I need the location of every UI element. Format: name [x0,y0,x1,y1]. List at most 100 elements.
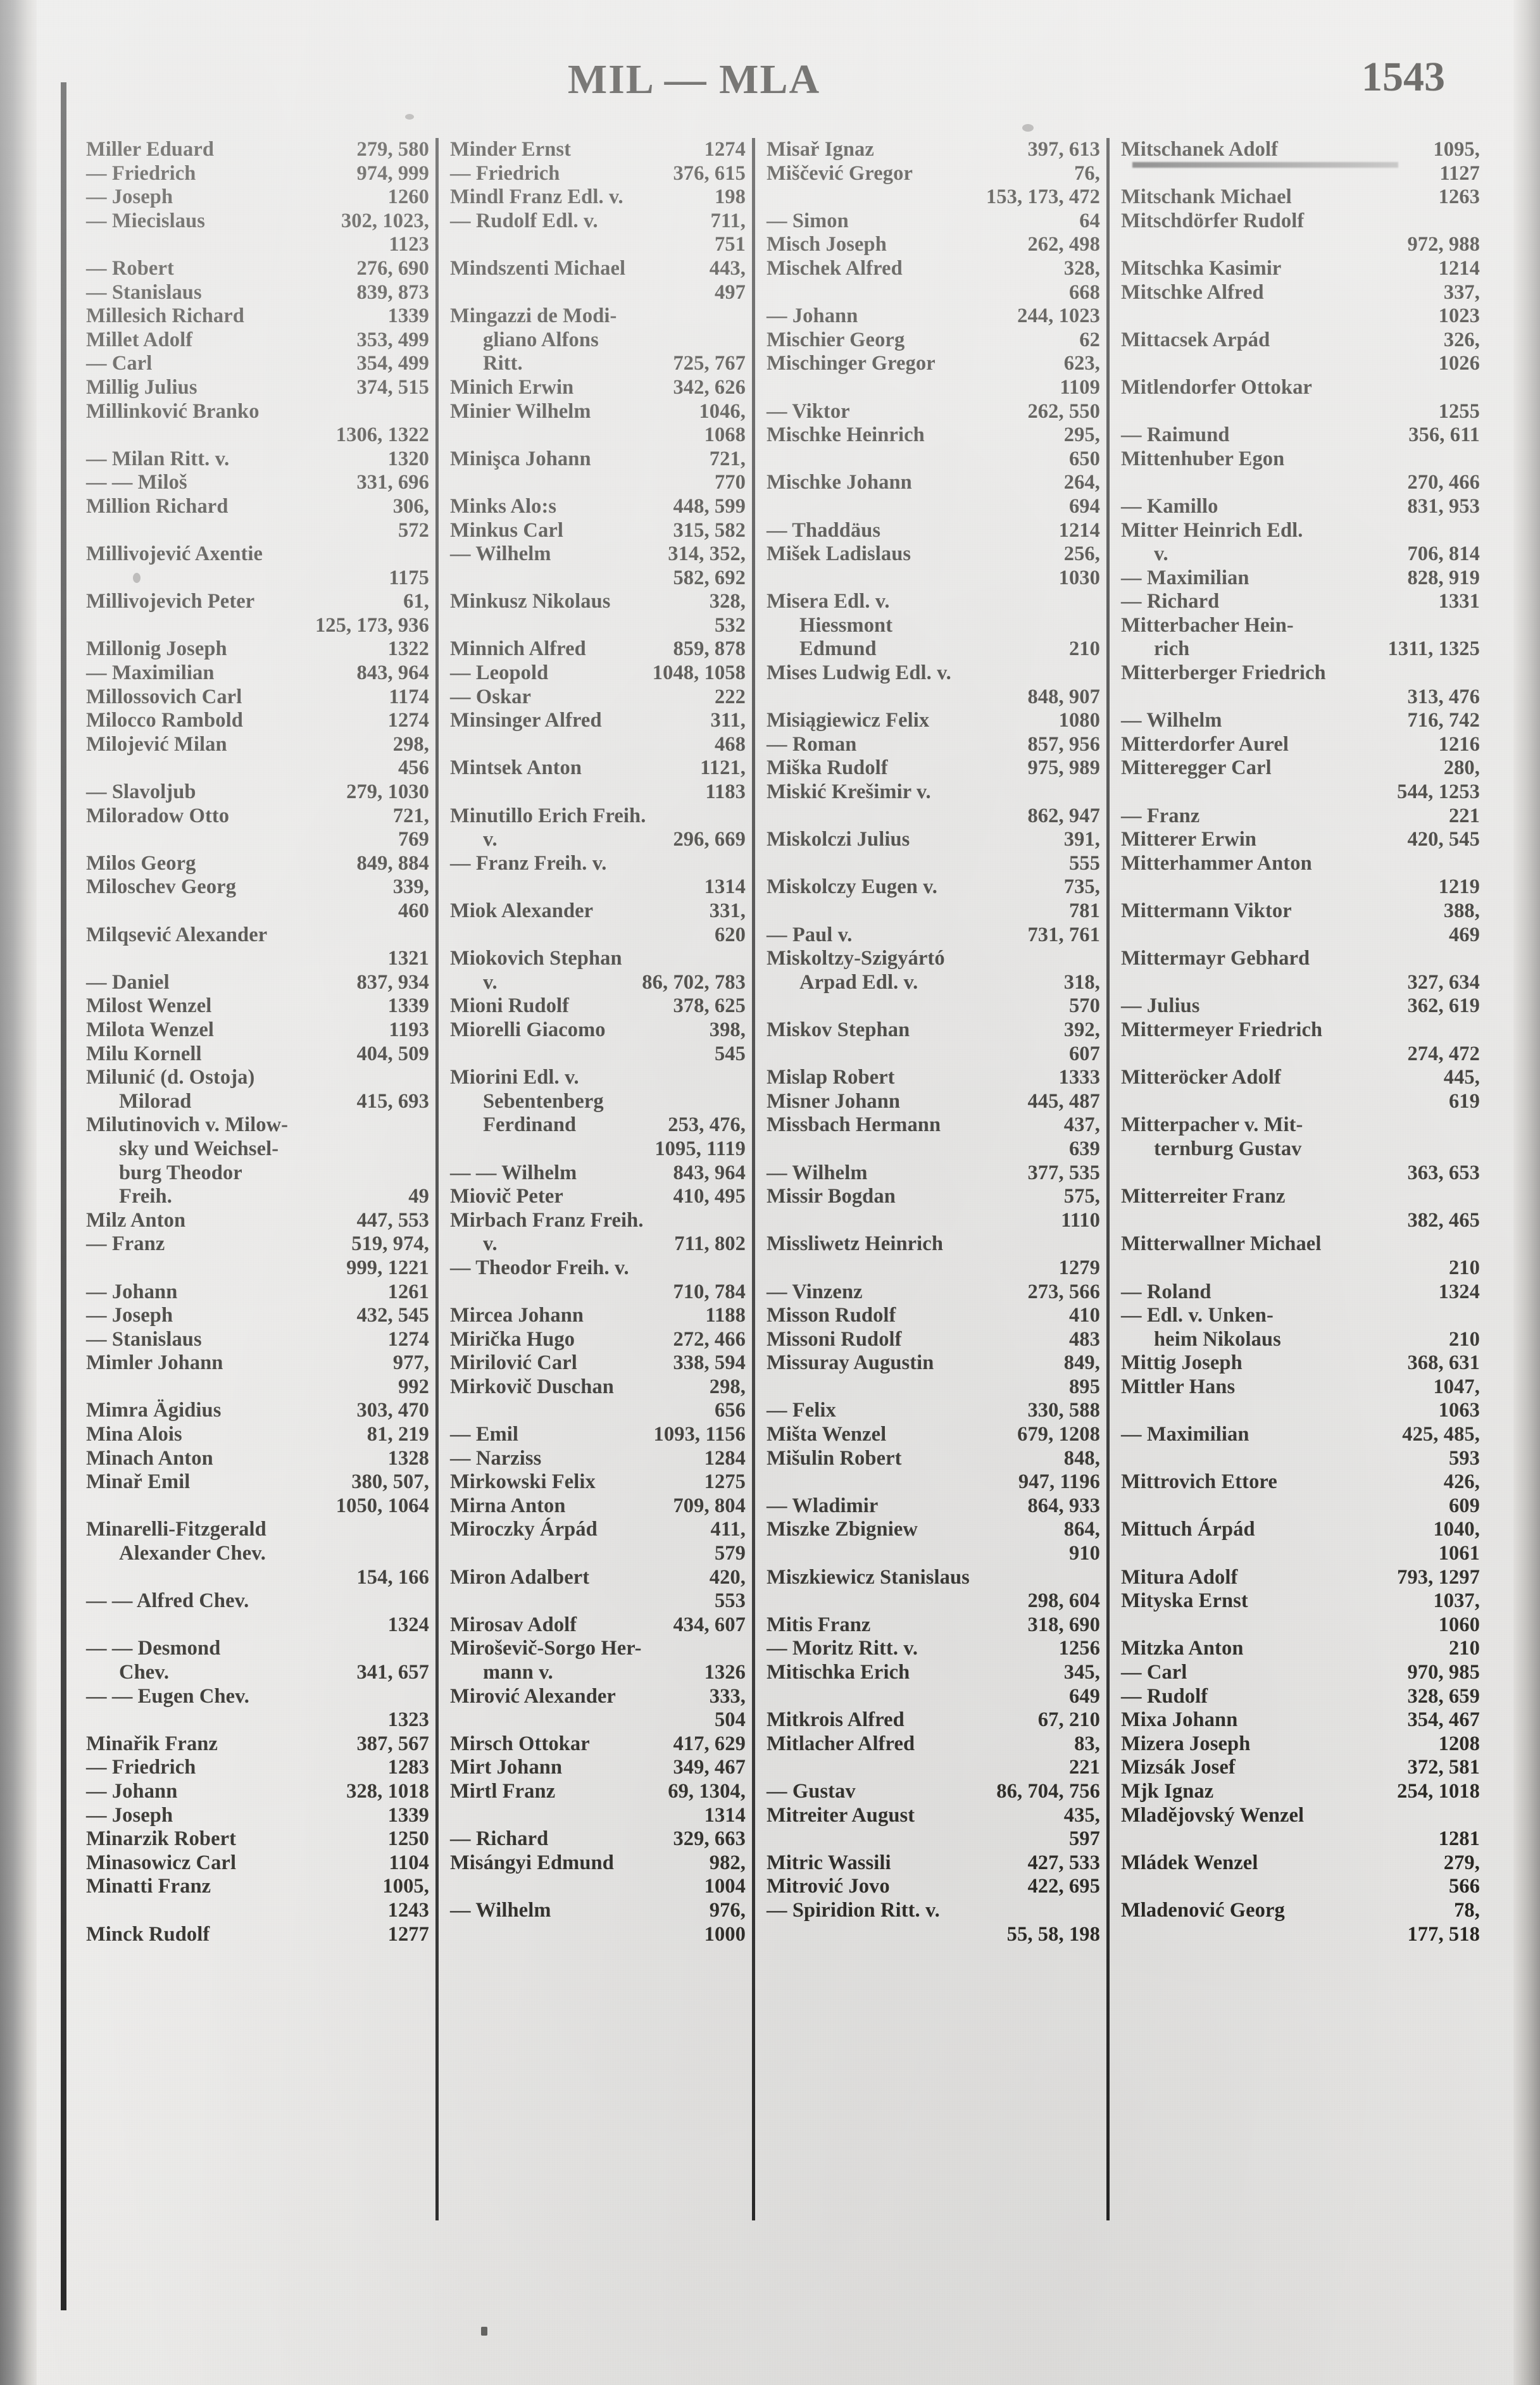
entry-name: Minier Wilhelm [450,400,591,424]
entry-name: Mirtl Franz [450,1780,555,1804]
page-references: 279, 1030 [337,780,429,804]
entry-name: — Franz [86,1232,165,1256]
index-entry-continuation: 532 [450,614,746,638]
entry-name: — Edl. v. Unken- [1121,1304,1274,1328]
index-entry: Mirkowski Felix 1275 [450,1470,746,1494]
page-references: 862, 947 [1018,804,1100,829]
page-references: 977, [384,1351,429,1375]
page-references: 306, [384,495,429,519]
index-entry-continuation: 582, 692 [450,567,746,591]
page-references: 83, [1065,1732,1100,1756]
entry-name: Mittuch Árpád [1121,1518,1255,1542]
entry-name: Milqsević Alexander [86,923,267,948]
entry-name: Misson Rudolf [767,1304,896,1328]
entry-name: — Emil [450,1423,518,1447]
page-references: 619 [1440,1090,1480,1114]
index-entry-continuation: 1279 [767,1256,1100,1280]
page-references: 597 [1060,1827,1100,1851]
page-references: 668 [1060,281,1100,305]
page-references: 368, 631 [1398,1351,1480,1375]
page-references: 1333 [1050,1066,1100,1090]
index-entry: Miszkiewicz Stanislaus [767,1566,1100,1590]
entry-name: Minach Anton [86,1447,213,1471]
page-references: 262, 550 [1018,400,1100,424]
index-entry: — Joseph 1339 [86,1804,429,1828]
page-references: 532 [706,614,746,638]
index-entry: Mitschka Kasimir 1214 [1121,257,1480,281]
entry-name: Mischier Georg [767,329,905,353]
index-entry: Minarzik Robert 1250 [86,1827,429,1851]
index-entry: Milocco Rambold 1274 [86,709,429,733]
page-references: 154, 166 [347,1566,429,1590]
index-entry-continuation: 1255 [1121,400,1480,424]
entry-name: — — Desmond [86,1637,220,1661]
page-references: 1060 [1430,1613,1480,1637]
entry-name: Mitterreiter Franz [1121,1185,1286,1209]
index-entry-continuation: 668 [767,281,1100,305]
page-references: 781 [1060,899,1100,923]
page-references: 331, 696 [347,471,429,495]
index-entry: — Richard 329, 663 [450,1827,746,1851]
page-references: 1005, [373,1875,429,1899]
entry-name: v. [450,971,498,995]
index-entry: — Vinzenz 273, 566 [767,1280,1100,1305]
entry-name: Mitschanek Adolf [1121,138,1278,162]
page-references: 339, [384,875,429,899]
index-entry: Miščević Gregor 76, [767,162,1100,186]
page-references: 1127 [1430,162,1480,186]
page-references: 751 [706,233,746,257]
entry-name: Missliwetz Heinrich [767,1232,943,1256]
index-entry: Mircea Johann 1188 [450,1304,746,1328]
page-references: 769 [389,828,429,852]
page-references: 404, 509 [347,1042,429,1067]
index-entry: Mitterpacher v. Mit- [1121,1113,1480,1137]
index-entry: Miroševič-Sorgo Her- [450,1637,746,1661]
page-references: 483 [1060,1328,1100,1352]
index-entry: Miokovich Stephan [450,947,746,971]
entry-name: Millivojević Axentie [86,542,263,567]
index-entry: — Maximilian 425, 485, [1121,1423,1480,1447]
page-references: 318, 690 [1018,1613,1100,1637]
index-entry: Milunić (d. Ostoja) [86,1066,429,1090]
entry-name: Minder Ernst [450,138,571,162]
index-entry-continuation: 469 [1121,923,1480,948]
index-entry: — Miecislaus 302, 1023, [86,210,429,234]
page-references: 1109 [1051,376,1100,400]
entry-name: — Felix [767,1399,836,1423]
entry-name: — Stanislaus [86,281,202,305]
index-entry: — Thaddäus 1214 [767,519,1100,543]
entry-name: Minatti Franz [86,1875,211,1899]
page-references: 1030 [1050,567,1100,591]
entry-name: Ritt. [450,352,523,376]
page-references: 76, [1065,162,1100,186]
index-entry: Misera Edl. v. [767,590,1100,614]
index-entry: — Franz 519, 974, [86,1232,429,1256]
page-references: 81, 219 [358,1423,429,1447]
page-references: 303, 470 [347,1399,429,1423]
page-references: 1216 [1430,733,1480,757]
page-references: 895 [1060,1375,1100,1399]
index-entry: burg Theodor [86,1161,429,1186]
entry-name: — Carl [1121,1661,1187,1685]
index-entry-continuation: 999, 1221 [86,1256,429,1280]
entry-name: — Carl [86,352,152,376]
entry-name: — Julius [1121,994,1200,1018]
entry-name: gliano Alfons [450,329,599,353]
page-references: 422, 695 [1018,1875,1100,1899]
entry-name: — Wilhelm [450,542,551,567]
entry-name: Mirička Hugo [450,1328,575,1352]
page-references: 270, 466 [1398,471,1480,495]
index-entry: Mittuch Árpád 1040, [1121,1518,1480,1542]
index-entry: — Johann 244, 1023 [767,304,1100,329]
page-references: 298, [384,733,429,757]
page-references: 848, [1055,1447,1100,1471]
index-entry-continuation: 153, 173, 472 [767,185,1100,210]
index-entry: Mladenović Georg 78, [1121,1899,1480,1923]
index-entry-continuation: 298, 604 [767,1589,1100,1613]
entry-name: — Paul v. [767,923,852,948]
entry-name: Mirt Johann [450,1756,562,1780]
index-entry: — Viktor 262, 550 [767,400,1100,424]
index-entry: Minkus Carl 315, 582 [450,519,746,543]
page-references: 972, 988 [1398,233,1480,257]
